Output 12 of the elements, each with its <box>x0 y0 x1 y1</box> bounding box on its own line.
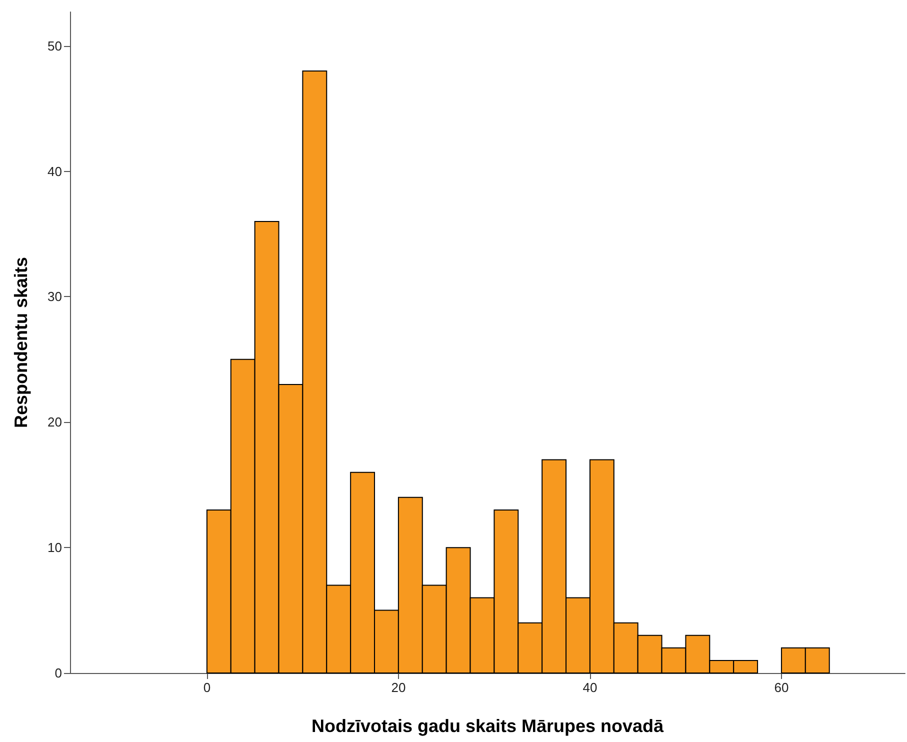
y-tick-label: 0 <box>54 666 62 680</box>
y-tick-label: 20 <box>48 414 62 430</box>
x-axis-title: Nodzīvotais gadu skaits Mārupes novadā <box>311 716 665 736</box>
x-tick-label: 60 <box>774 680 789 695</box>
y-tick-label: 30 <box>48 289 62 304</box>
y-tick-label: 50 <box>48 38 62 54</box>
y-tick-label: 10 <box>48 540 62 556</box>
y-tick-label: 40 <box>48 164 62 179</box>
x-tick-label: 0 <box>203 680 211 695</box>
x-tick-label: 40 <box>582 680 598 695</box>
x-tick-label: 20 <box>391 680 406 695</box>
y-axis-title: Respondentu skaits <box>11 256 31 428</box>
